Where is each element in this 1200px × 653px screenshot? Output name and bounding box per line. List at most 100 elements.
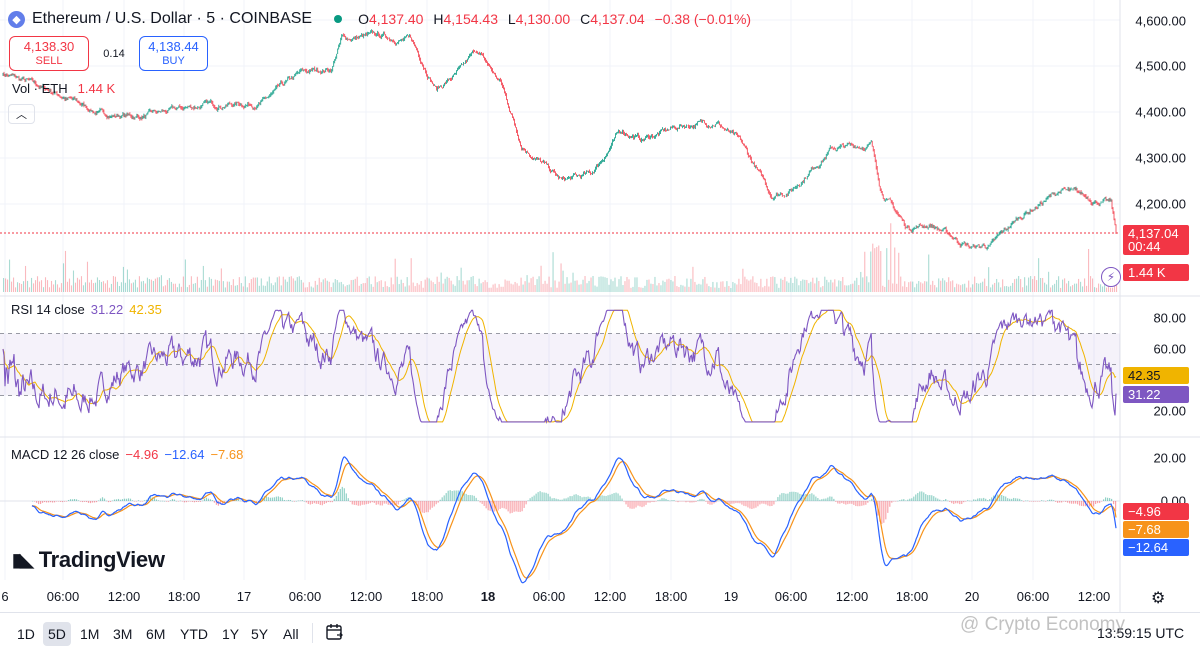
macd-histogram-bar (1011, 498, 1013, 501)
macd-histogram-bar (469, 495, 471, 501)
lightning-icon[interactable]: ⚡ (1101, 267, 1121, 287)
volume-bar (876, 246, 878, 292)
macd-histogram-bar (817, 498, 819, 501)
macd-histogram-bar (185, 501, 188, 503)
volume-bar (922, 283, 924, 292)
macd-histogram-bar (503, 501, 505, 509)
macd-histogram-bar (665, 498, 667, 501)
volume-bar (1058, 276, 1060, 292)
range-1d-button[interactable]: 1D (17, 626, 35, 642)
volume-bar (710, 287, 712, 292)
macd-histogram-bar (767, 501, 769, 506)
volume-bars (2, 223, 1118, 292)
rsi-legend[interactable]: RSI 14 close 31.22 42.35 (11, 302, 162, 317)
volume-bar (214, 279, 216, 292)
volume-bar (334, 279, 336, 292)
time-axis-label: 06:00 (1016, 589, 1050, 604)
macd-histogram-bar (343, 488, 345, 501)
range-5d-button[interactable]: 5D (43, 622, 71, 646)
volume-bar (610, 279, 612, 292)
macd-histogram-bar (267, 497, 269, 501)
macd-histogram-bar (823, 498, 825, 501)
macd-histogram-bar (627, 501, 629, 507)
macd-histogram-bar (903, 499, 905, 501)
range-all-button[interactable]: All (283, 626, 299, 642)
volume-bar (68, 278, 71, 292)
range-ytd-button[interactable]: YTD (180, 626, 208, 642)
macd-line-badge: −12.64 (1123, 539, 1189, 556)
rsi-axis-label: 80.00 (1153, 310, 1186, 326)
macd-histogram-bar (455, 490, 457, 501)
volume-bar (892, 283, 894, 292)
macd-histogram-bar (1109, 498, 1111, 501)
buy-button[interactable]: 4,138.44 BUY (139, 36, 208, 71)
volume-bar (1084, 278, 1086, 292)
macd-histogram-bar (383, 501, 385, 504)
settings-gear-icon[interactable]: ⚙ (1151, 588, 1166, 607)
symbol-title[interactable]: Ethereum / U.S. Dollar · 5 · COINBASE (32, 10, 313, 27)
macd-histogram-bar (989, 499, 991, 501)
range-6m-button[interactable]: 6M (146, 626, 166, 642)
range-1m-button[interactable]: 1M (80, 626, 100, 642)
range-1y-button[interactable]: 1Y (222, 626, 240, 642)
volume-bar (792, 283, 794, 292)
volume-bar (102, 281, 105, 292)
volume-bar (216, 280, 218, 292)
macd-histogram-bar (799, 493, 801, 501)
macd-histogram-bar (103, 498, 106, 501)
volume-bar (44, 277, 47, 292)
volume-bar (872, 243, 874, 292)
macd-histogram-bar (463, 492, 465, 501)
price-candles (2, 29, 1117, 251)
volume-bar (284, 279, 286, 292)
macd-histogram-bar (575, 494, 577, 501)
utc-clock[interactable]: 13:59:15 UTC (1097, 625, 1185, 641)
volume-bar (794, 276, 796, 292)
macd-histogram-bar (409, 497, 411, 501)
macd-histogram-bar (537, 492, 539, 501)
volume-bar (670, 280, 672, 292)
macd-axis-label: 20.00 (1153, 450, 1186, 466)
date-range-calendar-icon[interactable] (325, 623, 345, 641)
sell-button[interactable]: 4,138.30 SELL (9, 36, 89, 71)
volume-bar (942, 278, 944, 292)
macd-histogram-bar (1091, 501, 1093, 508)
volume-bar (392, 284, 394, 292)
macd-histogram-bar (87, 501, 90, 503)
macd-histogram-bar (599, 495, 601, 501)
rsi-axis-label: 60.00 (1153, 341, 1186, 357)
volume-bar (356, 276, 358, 292)
volume-bar (424, 279, 426, 292)
macd-histogram-bar (613, 493, 615, 501)
macd-histogram-bar (797, 492, 799, 501)
collapse-legend-button[interactable]: ︿ (8, 104, 35, 124)
volume-bar (536, 279, 538, 292)
tradingview-logo[interactable]: ▮◣ TradingView (12, 547, 165, 572)
macd-histogram-bar (549, 496, 551, 501)
macd-histogram-bar (181, 501, 184, 502)
macd-histogram-bar (971, 500, 973, 502)
range-5y-button[interactable]: 5Y (251, 626, 269, 642)
macd-histogram-bar (319, 501, 321, 505)
volume-bar (1110, 287, 1112, 292)
volume-bar (96, 277, 99, 292)
volume-bar (698, 283, 700, 292)
macd-histogram-bar (925, 494, 927, 501)
macd-histogram-bar (277, 496, 279, 501)
macd-histogram-bar (175, 500, 178, 502)
volume-bar (918, 281, 920, 292)
volume-bar (104, 283, 107, 292)
macd-legend[interactable]: MACD 12 26 close −4.96 −12.64 −7.68 (11, 447, 244, 462)
range-3m-button[interactable]: 3M (113, 626, 133, 642)
macd-histogram-bar (1059, 501, 1061, 503)
macd-histogram-bar (33, 501, 36, 502)
macd-histogram-bar (1097, 501, 1099, 504)
volume-legend[interactable]: Vol · ETH 1.44 K (12, 81, 116, 96)
volume-bar (362, 283, 364, 292)
volume-bar (742, 268, 744, 292)
macd-histogram-bar (1113, 501, 1115, 505)
volume-bar (42, 287, 45, 292)
volume-bar (1078, 278, 1080, 292)
macd-histogram-bar (41, 501, 44, 503)
